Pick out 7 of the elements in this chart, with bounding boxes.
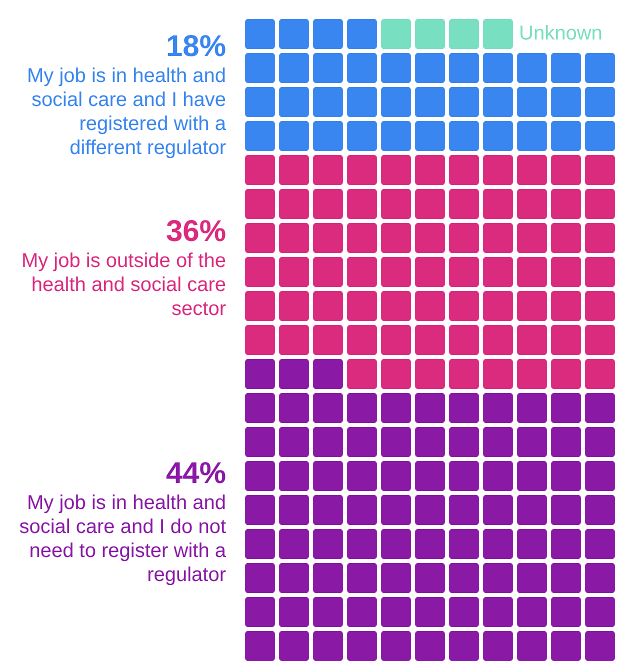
category-label: My job is in health and social care and I do not need to register with a regulator xyxy=(18,490,226,587)
category-label: My job is in health and social care and I have registered with a different regulator xyxy=(26,64,226,160)
category-label: Unknown xyxy=(519,22,602,46)
data-label: 36% xyxy=(164,214,226,249)
data-label: 18% xyxy=(164,30,226,64)
data-label: 44% xyxy=(164,456,226,491)
category-label: My job is outside of the health and social care sector xyxy=(20,248,226,321)
